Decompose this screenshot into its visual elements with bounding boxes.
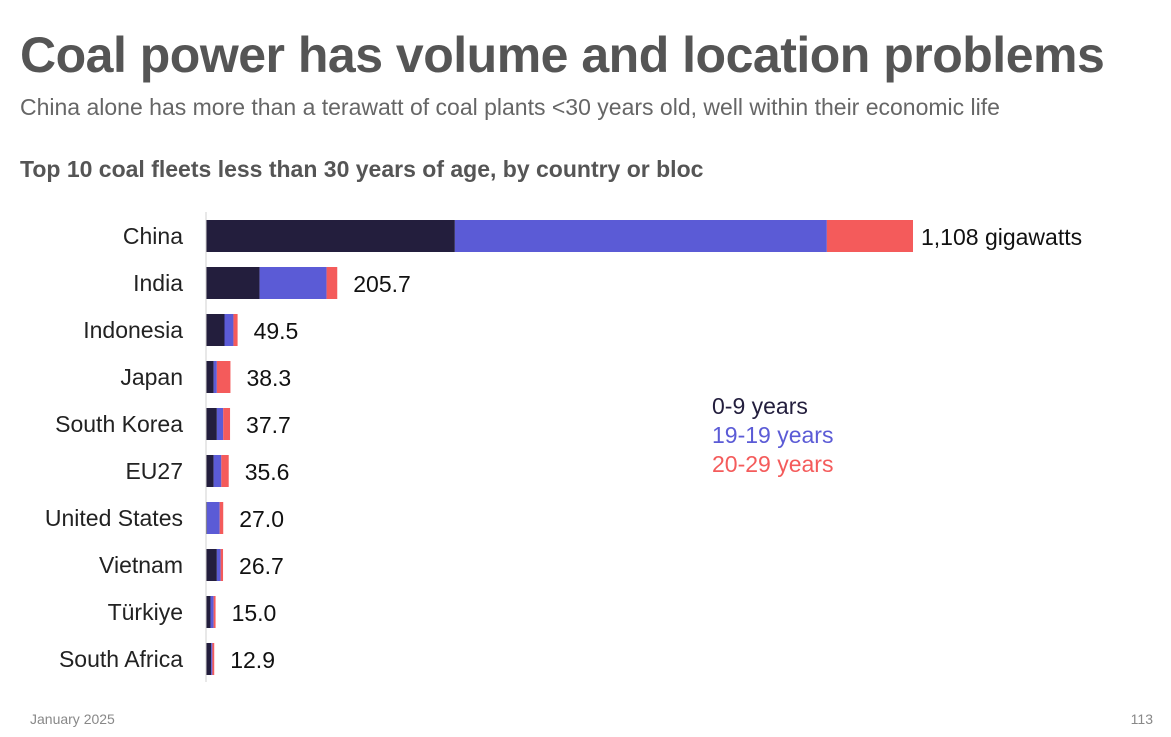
bar-indonesia-segment-1 (224, 314, 234, 346)
bar-india-segment-2 (326, 267, 338, 299)
bar-vietnam-segment-1 (216, 549, 221, 581)
bar-japan-segment-0 (206, 361, 214, 393)
value-label-united-states: 27.0 (239, 506, 284, 532)
value-label-indonesia: 49.5 (254, 318, 299, 344)
bar-japan-segment-1 (213, 361, 217, 393)
bar-japan-segment-2 (216, 361, 231, 393)
value-label-eu27: 35.6 (245, 459, 290, 485)
chart-title: Top 10 coal fleets less than 30 years of… (20, 156, 704, 182)
category-label-t-rkiye: Türkiye (108, 599, 183, 625)
category-label-japan: Japan (120, 364, 183, 390)
bar-t-rkiye-segment-2 (213, 596, 216, 628)
category-label-united-states: United States (45, 505, 183, 531)
bar-eu27-segment-1 (213, 455, 222, 487)
bar-united-states-segment-2 (219, 502, 224, 534)
bar-china-segment-2 (826, 220, 913, 252)
category-label-eu27: EU27 (125, 458, 183, 484)
bar-china-segment-0 (206, 220, 455, 252)
bar-t-rkiye-segment-1 (210, 596, 214, 628)
category-label-south-korea: South Korea (55, 411, 183, 437)
bar-vietnam-segment-2 (220, 549, 224, 581)
page-title: Coal power has volume and location probl… (20, 27, 1105, 83)
bar-united-states-segment-1 (206, 502, 220, 534)
category-label-indonesia: Indonesia (83, 317, 183, 343)
bar-vietnam-segment-0 (206, 549, 217, 581)
bar-south-africa-segment-2 (212, 643, 215, 675)
page-subtitle: China alone has more than a terawatt of … (20, 94, 1000, 120)
bar-south-korea-segment-1 (216, 408, 224, 440)
value-label-t-rkiye: 15.0 (232, 600, 277, 626)
bar-eu27-segment-2 (221, 455, 229, 487)
category-label-south-africa: South Africa (59, 646, 183, 672)
value-label-south-africa: 12.9 (230, 647, 275, 673)
category-label-india: India (133, 270, 183, 296)
category-label-vietnam: Vietnam (99, 552, 183, 578)
bar-t-rkiye-segment-0 (206, 596, 211, 628)
bar-india-segment-1 (259, 267, 327, 299)
page-number: 113 (1130, 711, 1153, 727)
value-label-japan: 38.3 (246, 365, 291, 391)
bar-south-africa-segment-1 (211, 643, 213, 675)
footer-date: January 2025 (30, 711, 115, 727)
bar-indonesia-segment-2 (233, 314, 238, 346)
value-label-india: 205.7 (353, 271, 411, 297)
legend-item-1: 19-19 years (712, 422, 833, 448)
value-label-vietnam: 26.7 (239, 553, 284, 579)
bar-south-africa-segment-0 (206, 643, 212, 675)
category-label-china: China (123, 223, 183, 249)
bar-india-segment-0 (206, 267, 260, 299)
legend-item-2: 20-29 years (712, 451, 833, 477)
bar-indonesia-segment-0 (206, 314, 225, 346)
bar-south-korea-segment-0 (206, 408, 217, 440)
bar-china-segment-1 (454, 220, 827, 252)
value-label-south-korea: 37.7 (246, 412, 291, 438)
value-label-china: 1,108 gigawatts (921, 224, 1082, 250)
bar-eu27-segment-0 (206, 455, 214, 487)
bar-south-korea-segment-2 (223, 408, 231, 440)
legend-item-0: 0-9 years (712, 393, 808, 419)
